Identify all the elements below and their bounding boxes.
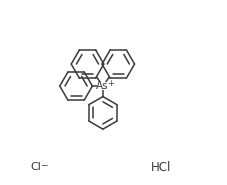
Text: −: − — [40, 160, 48, 169]
Text: +: + — [106, 79, 113, 88]
FancyBboxPatch shape — [96, 82, 109, 90]
Text: Cl: Cl — [31, 162, 42, 172]
Text: As: As — [95, 81, 108, 91]
Text: HCl: HCl — [150, 161, 171, 174]
